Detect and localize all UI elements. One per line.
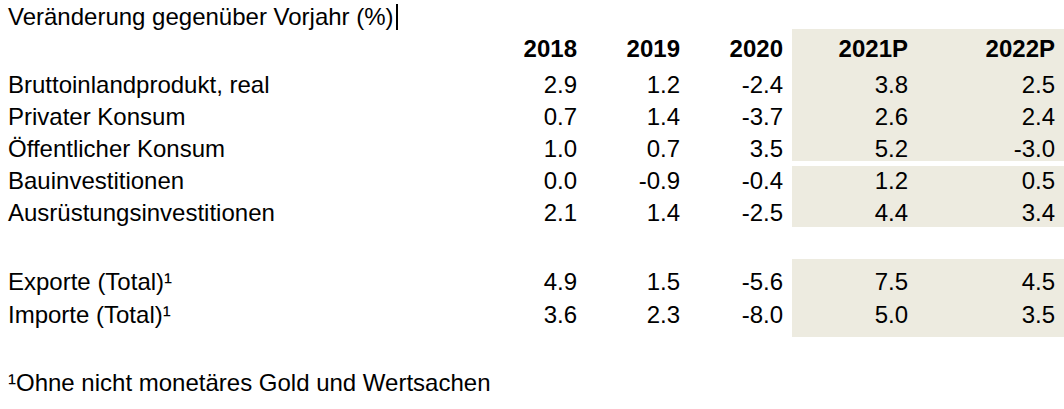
row-label: Importe (Total)¹: [0, 295, 481, 328]
value-cell: 3.4: [917, 194, 1064, 226]
value-cell: 4.9: [481, 262, 586, 295]
value-cell: 3.5: [689, 130, 792, 162]
value-cell: 2.6: [792, 98, 917, 130]
value-cell: -8.0: [689, 295, 792, 328]
value-cell: 1.4: [586, 98, 689, 130]
value-cell: 4.4: [792, 194, 917, 226]
row-label: Bruttoinlandprodukt, real: [0, 66, 481, 98]
value-cell: 3.6: [481, 295, 586, 328]
value-cell: 4.5: [917, 262, 1064, 295]
row-label: Ausrüstungsinvestitionen: [0, 194, 481, 226]
table-row: Bauinvestitionen0.0-0.9-0.41.20.5: [0, 162, 1064, 194]
value-cell: -3.7: [689, 98, 792, 130]
table-row: Privater Konsum0.71.4-3.72.62.4: [0, 98, 1064, 130]
value-cell: 1.4: [586, 194, 689, 226]
row-label: Exporte (Total)¹: [0, 262, 481, 295]
text-cursor: [396, 4, 398, 30]
value-cell: 0.7: [586, 130, 689, 162]
value-cell: 0.7: [481, 98, 586, 130]
value-cell: -3.0: [917, 130, 1064, 162]
value-cell: -0.4: [689, 162, 792, 194]
value-cell: 0.5: [917, 162, 1064, 194]
column-header-year: 2022P: [917, 29, 1064, 66]
column-header-year: 2019: [586, 29, 689, 66]
value-cell: 5.2: [792, 130, 917, 162]
spacer-row: [0, 226, 1064, 262]
table-header-row: 2018201920202021P2022P: [0, 29, 1064, 66]
table-title: Veränderung gegenüber Vorjahr (%): [8, 3, 394, 30]
value-cell: 5.0: [792, 295, 917, 328]
footnote: ¹Ohne nicht monetäres Gold und Wertsache…: [8, 369, 490, 397]
table-title-line[interactable]: Veränderung gegenüber Vorjahr (%): [8, 3, 398, 31]
data-table: 2018201920202021P2022P Bruttoinlandprodu…: [0, 29, 1064, 328]
value-cell: 2.1: [481, 194, 586, 226]
value-cell: 1.2: [792, 162, 917, 194]
value-cell: 3.5: [917, 295, 1064, 328]
value-cell: 1.2: [586, 66, 689, 98]
table-row: Bruttoinlandprodukt, real2.91.2-2.43.82.…: [0, 66, 1064, 98]
column-header-year: 2020: [689, 29, 792, 66]
value-cell: 7.5: [792, 262, 917, 295]
value-cell: 2.3: [586, 295, 689, 328]
value-cell: 1.0: [481, 130, 586, 162]
table-row: Exporte (Total)¹4.91.5-5.67.54.5: [0, 262, 1064, 295]
row-label: Privater Konsum: [0, 98, 481, 130]
value-cell: 0.0: [481, 162, 586, 194]
value-cell: 2.5: [917, 66, 1064, 98]
spacer-cell: [0, 226, 1064, 262]
value-cell: 1.5: [586, 262, 689, 295]
value-cell: -2.5: [689, 194, 792, 226]
value-cell: 3.8: [792, 66, 917, 98]
value-cell: 2.4: [917, 98, 1064, 130]
row-label: Öffentlicher Konsum: [0, 130, 481, 162]
table-row: Ausrüstungsinvestitionen2.11.4-2.54.43.4: [0, 194, 1064, 226]
value-cell: -5.6: [689, 262, 792, 295]
corner-cell: [0, 29, 481, 66]
column-header-year: 2021P: [792, 29, 917, 66]
row-label: Bauinvestitionen: [0, 162, 481, 194]
table-row: Öffentlicher Konsum1.00.73.55.2-3.0: [0, 130, 1064, 162]
value-cell: -2.4: [689, 66, 792, 98]
value-cell: -0.9: [586, 162, 689, 194]
table-row: Importe (Total)¹3.62.3-8.05.03.5: [0, 295, 1064, 328]
forecast-table-page: Veränderung gegenüber Vorjahr (%) 201820…: [0, 0, 1064, 409]
column-header-year: 2018: [481, 29, 586, 66]
value-cell: 2.9: [481, 66, 586, 98]
